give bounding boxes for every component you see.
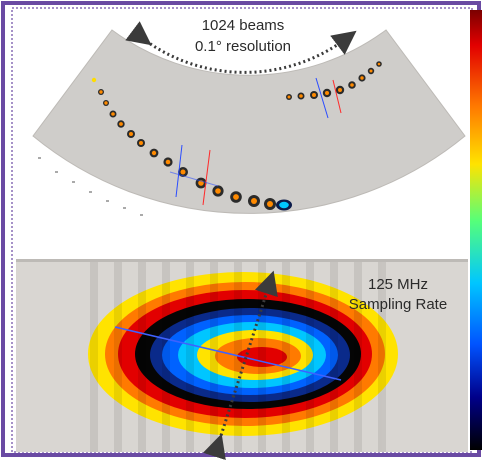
panel-divider (16, 259, 468, 262)
detection-chain-left (91, 77, 292, 211)
top-right-gap (466, 10, 470, 260)
colorbar (470, 10, 482, 450)
rate-label: 125 MHz (368, 276, 428, 293)
detection-chain-right (286, 61, 382, 100)
sonar-fan-sector (32, 29, 466, 214)
resolution-label: 0.1° resolution (195, 38, 291, 55)
crosshair-right (315, 77, 342, 119)
sampling-label: Sampling Rate (349, 296, 447, 313)
crosshair-left (169, 144, 219, 206)
beams-count-label: 1024 beams (202, 17, 285, 34)
beam-span-arrow (125, 21, 357, 74)
range-ticks (38, 157, 143, 216)
bottom-crosshair (114, 270, 342, 461)
